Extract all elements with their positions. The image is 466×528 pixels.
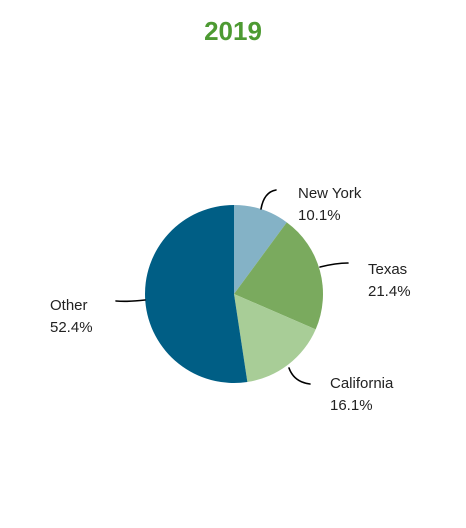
slice-label-california: California 16.1% — [330, 375, 394, 414]
slice-value-texas: 21.4% — [368, 283, 411, 300]
slice-value-new-york: 10.1% — [298, 207, 341, 224]
slice-name-new-york: New York — [298, 185, 362, 202]
pie-slice-other — [144, 205, 248, 383]
slice-label-new-york: New York 10.1% — [298, 185, 362, 224]
slice-label-other: Other 52.4% — [50, 297, 93, 336]
slice-name-other: Other — [50, 297, 88, 314]
slice-name-california: California — [330, 375, 394, 392]
pie-slices — [144, 205, 323, 383]
slice-value-other: 52.4% — [50, 319, 93, 336]
pie-slice-california — [234, 294, 316, 382]
chart-title: 2019 — [204, 16, 262, 46]
slice-value-california: 16.1% — [330, 397, 373, 414]
leader-lines — [115, 189, 349, 385]
leader-line-new-york — [260, 189, 277, 210]
leader-line-texas — [319, 262, 349, 268]
pie-slice-new-york — [234, 205, 287, 294]
leader-line-california — [288, 367, 311, 385]
slice-name-texas: Texas — [368, 261, 407, 278]
slice-label-texas: Texas 21.4% — [368, 261, 411, 300]
pie-slice-texas — [234, 222, 323, 330]
leader-line-other — [115, 299, 146, 303]
slice-labels: New York 10.1% Texas 21.4% California 16.1% Ot… — [50, 185, 411, 414]
